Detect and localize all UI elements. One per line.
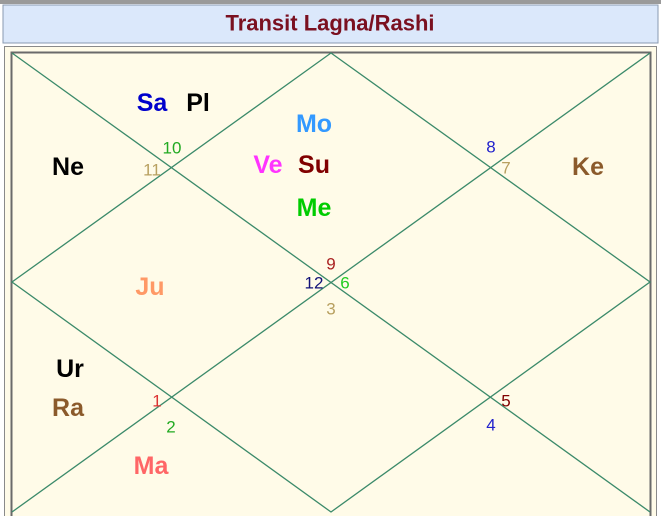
sign-number: 7 (501, 159, 510, 178)
chart-lines (10, 52, 652, 513)
planet: Ve (253, 151, 282, 179)
planet: Ju (135, 273, 164, 301)
sign-number: 9 (326, 255, 335, 274)
planet: Pl (186, 89, 210, 117)
planet: Mo (296, 110, 332, 138)
top-edge (0, 0, 661, 4)
sign-number: 6 (340, 274, 349, 293)
planet: Sa (137, 89, 169, 117)
planet: Ma (134, 452, 170, 480)
sign-number: 2 (166, 418, 175, 437)
sign-number: 3 (326, 300, 335, 319)
planet: Me (297, 194, 332, 222)
sign-number: 4 (486, 416, 495, 435)
planet: Ur (56, 355, 84, 383)
sign-number: 8 (486, 138, 495, 157)
sign-number: 10 (163, 139, 182, 158)
sign-number: 5 (501, 392, 510, 411)
title: Transit Lagna/Rashi (225, 11, 434, 36)
sign-number: 12 (305, 274, 324, 293)
planet: Ke (572, 153, 604, 181)
sign-number: 11 (143, 161, 161, 180)
planet: Su (298, 151, 330, 179)
planet: Ne (52, 153, 84, 181)
title-bar (2, 4, 659, 44)
planet: Ra (52, 394, 85, 422)
sign-number: 1 (152, 392, 161, 411)
